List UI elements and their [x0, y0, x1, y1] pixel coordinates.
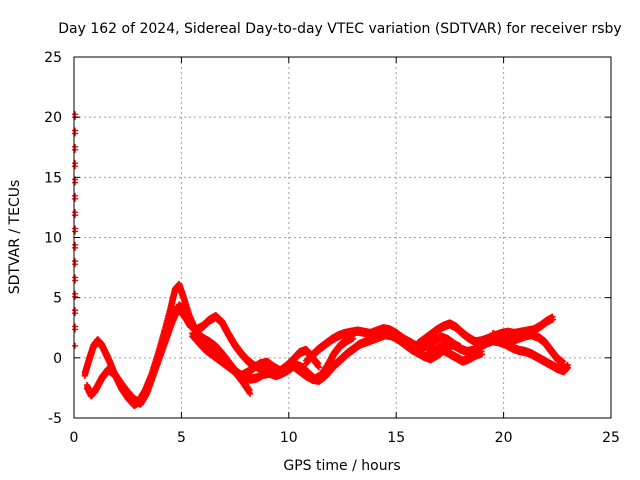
grid-lines — [74, 57, 611, 418]
data-points — [72, 111, 572, 409]
chart-title: Day 162 of 2024, Sidereal Day-to-day VTE… — [58, 21, 621, 37]
data-point — [315, 364, 322, 371]
